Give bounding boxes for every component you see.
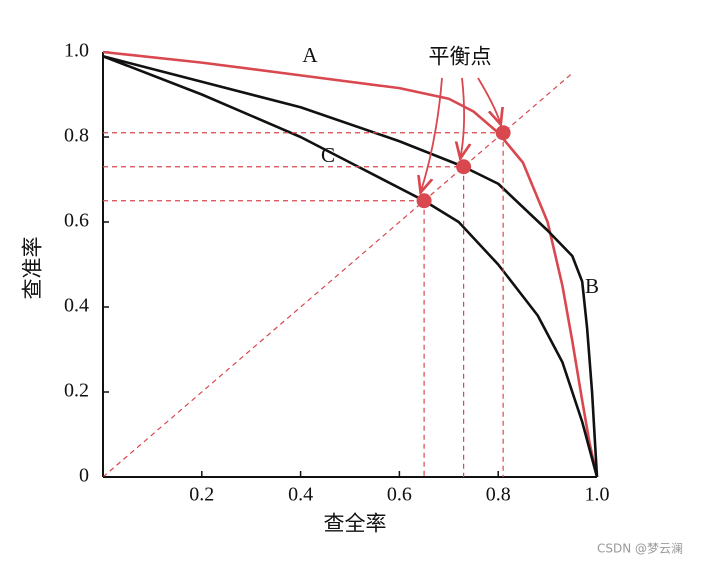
series-label: C [321, 143, 335, 167]
curve [102, 54, 599, 478]
series-label: A [302, 43, 318, 67]
arrow [477, 77, 500, 123]
y-tick-label: 0.6 [64, 210, 89, 232]
x-tick-label: 0.4 [288, 484, 313, 506]
arrow [421, 77, 443, 191]
curve [102, 50, 599, 478]
curve [102, 55, 599, 478]
equilibrium-point [416, 193, 432, 209]
x-tick-label: 0.8 [486, 484, 511, 506]
arrow [461, 77, 464, 157]
y-tick-label: 0.4 [64, 295, 89, 317]
annotation: 平衡点 [429, 45, 492, 69]
y-axis-label: 查准率 [21, 237, 45, 300]
watermark: CSDN @梦云澜 [597, 542, 683, 556]
break-even-line [102, 72, 573, 478]
y-tick-label: 1.0 [64, 40, 89, 62]
x-tick-label: 0.2 [189, 484, 214, 506]
equilibrium-point [456, 159, 472, 175]
x-tick-label: 0.6 [387, 484, 412, 506]
y-tick-label: 0.8 [64, 125, 89, 147]
y-tick-label: 0 [79, 465, 89, 487]
x-axis-label: 查全率 [324, 512, 387, 536]
x-tick-label: 1.0 [585, 484, 610, 506]
y-tick-label: 0.2 [64, 380, 89, 402]
equilibrium-point [495, 125, 511, 141]
series-label: B [585, 274, 599, 298]
